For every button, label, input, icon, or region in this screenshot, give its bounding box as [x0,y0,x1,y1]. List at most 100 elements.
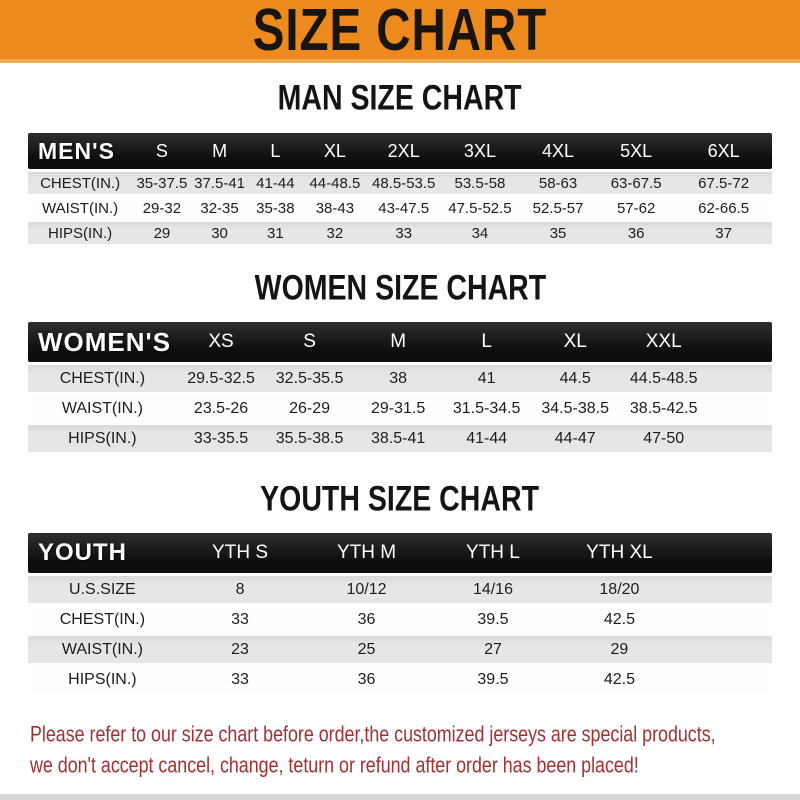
row-label: WAIST(IN.) [28,194,133,219]
filler-cell [682,573,772,603]
men-section-heading-text: MAN SIZE CHART [277,77,523,118]
women-col-header: S [265,322,354,362]
size-cell: 48.5-53.5 [366,169,441,194]
disclaimer: Please refer to our size chart before or… [30,719,800,781]
size-cell: 35-37.5 [132,169,192,194]
row-label: CHEST(IN.) [28,603,177,633]
youth-section-heading: YOUTH SIZE CHART [0,478,800,519]
men-col-header: 2XL [366,133,441,169]
size-cell: 53.5-58 [440,169,519,194]
size-cell: 33 [366,219,441,244]
men-col-header: L [247,133,304,169]
youth-table-title: YOUTH [28,533,177,573]
men-col-header: S [132,133,192,169]
size-cell: 31.5-34.5 [442,392,531,422]
size-cell: 44-48.5 [303,169,367,194]
men-size-table: MEN'S S M L XL 2XL 3XL 4XL 5XL 6XL CHEST… [28,133,772,244]
filler-cell [707,422,772,452]
disclaimer-line-1: Please refer to our size chart before or… [30,722,716,747]
youth-col-header: YTH L [429,533,557,573]
size-cell: 30 [191,219,248,244]
size-cell: 38.5-42.5 [619,392,708,422]
youth-hips-row: HIPS(IN.) 33 36 39.5 42.5 [28,663,772,693]
size-cell: 34.5-38.5 [530,392,620,422]
size-cell: 44.5-48.5 [619,362,708,392]
size-cell: 38 [353,362,443,392]
size-cell: 41-44 [442,422,531,452]
women-waist-row: WAIST(IN.) 23.5-26 26-29 29-31.5 31.5-34… [28,392,772,422]
youth-section-heading-text: YOUTH SIZE CHART [260,478,540,519]
size-cell: 47-50 [619,422,708,452]
women-col-header: L [442,322,531,362]
women-col-header: XS [176,322,266,362]
men-chest-row: CHEST(IN.) 35-37.5 37.5-41 41-44 44-48.5… [28,169,772,194]
men-col-header: XL [303,133,367,169]
size-cell: 29-32 [132,194,192,219]
size-cell: 67.5-72 [675,169,772,194]
men-table-title: MEN'S [28,133,133,169]
size-cell: 10/12 [303,573,430,603]
size-cell: 25 [303,633,430,663]
filler-cell [707,392,772,422]
size-cell: 8 [176,573,304,603]
filler-header [707,322,772,362]
size-cell: 29 [132,219,192,244]
men-col-header: 5XL [597,133,676,169]
size-cell: 35.5-38.5 [265,422,354,452]
youth-ussize-row: U.S.SIZE 8 10/12 14/16 18/20 [28,573,772,603]
size-cell: 41 [442,362,531,392]
size-cell: 32.5-35.5 [265,362,354,392]
women-col-header: XXL [619,322,708,362]
size-cell: 42.5 [556,663,683,693]
size-cell: 43-47.5 [366,194,441,219]
size-cell: 32 [303,219,367,244]
size-cell: 33 [176,663,304,693]
youth-header-row: YOUTH YTH S YTH M YTH L YTH XL [28,533,772,573]
filler-cell [682,663,772,693]
size-cell: 38-43 [303,194,367,219]
women-section-heading: WOMEN SIZE CHART [0,267,800,307]
size-cell: 29.5-32.5 [176,362,266,392]
size-cell: 34 [440,219,519,244]
size-cell: 63-67.5 [597,169,676,194]
size-cell: 62-66.5 [675,194,772,219]
row-label: CHEST(IN.) [28,169,133,194]
size-chart-banner: SIZE CHART [0,0,800,63]
size-cell: 41-44 [247,169,304,194]
filler-cell [682,633,772,663]
row-label: WAIST(IN.) [28,633,177,663]
size-cell: 35 [519,219,598,244]
women-size-table: WOMEN'S XS S M L XL XXL CHEST(IN.) 29.5-… [28,322,772,452]
size-cell: 44-47 [530,422,620,452]
size-cell: 38.5-41 [353,422,443,452]
youth-col-header: YTH M [303,533,430,573]
filler-cell [682,603,772,633]
men-col-header: 6XL [675,133,772,169]
size-cell: 47.5-52.5 [440,194,519,219]
bottom-edge-strip [0,794,800,800]
women-col-header: XL [530,322,620,362]
size-cell: 36 [597,219,676,244]
disclaimer-line-2: we don't accept cancel, change, teturn o… [30,753,639,778]
filler-cell [707,362,772,392]
size-cell: 23 [176,633,304,663]
size-cell: 33-35.5 [176,422,266,452]
size-cell: 26-29 [265,392,354,422]
women-hips-row: HIPS(IN.) 33-35.5 35.5-38.5 38.5-41 41-4… [28,422,772,452]
size-cell: 36 [303,663,430,693]
size-cell: 33 [176,603,304,633]
size-cell: 32-35 [191,194,248,219]
men-hips-row: HIPS(IN.) 29 30 31 32 33 34 35 36 37 [28,219,772,244]
size-cell: 29-31.5 [353,392,443,422]
size-cell: 39.5 [429,603,557,633]
men-header-row: MEN'S S M L XL 2XL 3XL 4XL 5XL 6XL [28,133,772,169]
size-cell: 36 [303,603,430,633]
men-col-header: 4XL [519,133,598,169]
row-label: WAIST(IN.) [28,392,177,422]
youth-col-header: YTH S [176,533,304,573]
youth-col-header: YTH XL [556,533,683,573]
women-header-row: WOMEN'S XS S M L XL XXL [28,322,772,362]
size-cell: 27 [429,633,557,663]
size-cell: 37 [675,219,772,244]
size-cell: 23.5-26 [176,392,266,422]
